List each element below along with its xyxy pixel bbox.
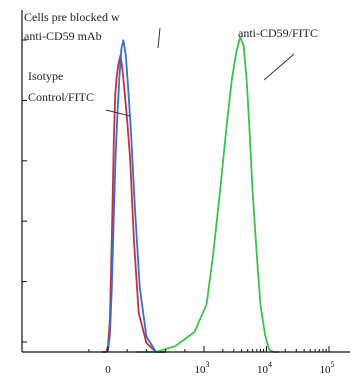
annotation-anti-cd59-pointer [263,53,295,81]
histogram-curves [102,36,280,353]
annotation-isotype-line2: Control/FITC [28,90,94,104]
x-tick-label: 103 [195,360,210,376]
x-tick-label: 0 [105,364,111,376]
curve-isotype [102,39,166,353]
annotation-isotype-pointer [105,109,131,117]
x-tick-label: 104 [257,360,272,376]
annotation-blocked-line2: anti-CD59 mAb [24,29,102,43]
annotation-isotype-line1: Isotype [28,69,63,83]
annotation-blocked-line1: Cells pre blocked w [24,10,120,24]
y-axis-ticks [22,39,27,343]
x-tick-label: 105 [320,360,335,376]
x-axis-ticks: 0 103 104 105 [88,346,335,376]
annotation-blocked-pointer [157,27,161,49]
annotation-anti-cd59-label: anti-CD59/FITC [238,26,318,40]
curve-anti-cd59 [136,36,280,353]
